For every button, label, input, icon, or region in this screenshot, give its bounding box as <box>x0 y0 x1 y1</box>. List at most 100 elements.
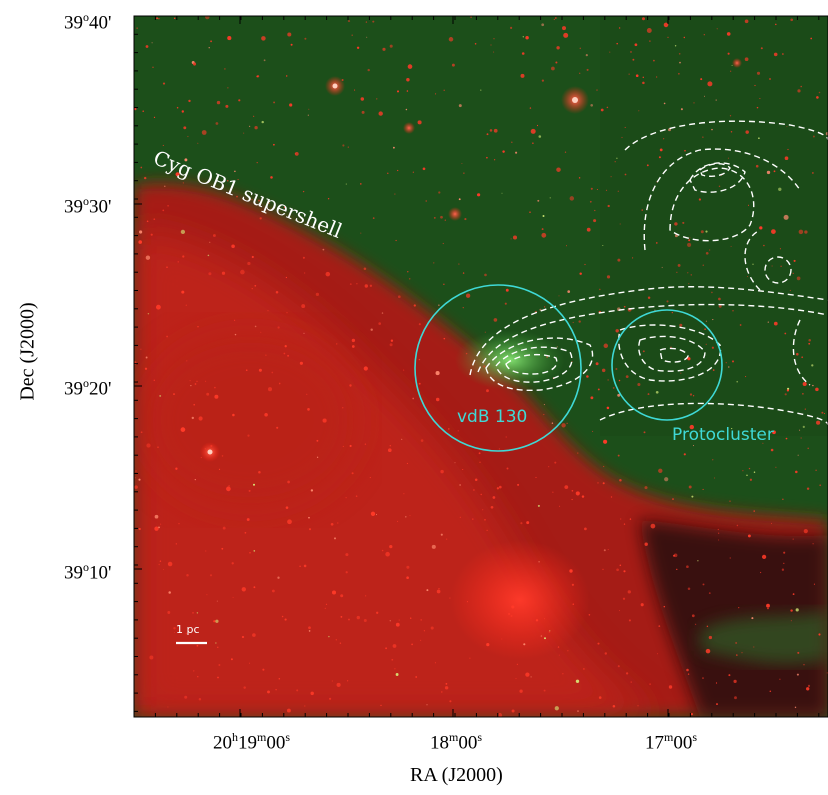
star <box>803 529 808 534</box>
star <box>686 565 689 569</box>
star <box>506 467 509 470</box>
star <box>538 561 540 563</box>
star <box>796 276 801 281</box>
star <box>796 352 799 356</box>
star <box>209 574 213 577</box>
star <box>589 200 592 203</box>
star <box>158 17 160 20</box>
star <box>517 483 520 486</box>
star <box>795 608 799 612</box>
star <box>231 244 235 249</box>
star <box>154 526 159 531</box>
star <box>738 606 740 609</box>
star <box>339 642 342 644</box>
star <box>748 467 751 470</box>
star <box>537 199 540 202</box>
star <box>215 642 217 644</box>
star <box>731 360 735 363</box>
star <box>154 514 159 519</box>
star <box>316 439 319 442</box>
star <box>818 633 821 636</box>
star <box>804 408 806 410</box>
star <box>727 157 729 159</box>
star <box>191 416 194 420</box>
star <box>628 619 631 622</box>
star <box>376 98 378 100</box>
star <box>231 562 234 565</box>
star <box>632 58 635 61</box>
star <box>771 229 776 234</box>
star <box>435 93 437 95</box>
star <box>181 110 184 113</box>
star <box>543 404 545 406</box>
star <box>544 637 546 640</box>
axis-ticks <box>133 15 820 717</box>
star <box>756 106 759 109</box>
star <box>347 20 351 23</box>
star <box>612 705 616 708</box>
star <box>276 426 279 429</box>
star <box>193 670 195 672</box>
star <box>650 523 656 529</box>
star <box>153 379 156 382</box>
star <box>325 271 331 277</box>
star <box>434 662 436 664</box>
star <box>702 136 704 138</box>
star <box>711 346 714 349</box>
scale-bar-label: 1 pc <box>176 623 200 636</box>
star <box>178 522 180 525</box>
star <box>602 482 605 485</box>
star <box>469 657 471 659</box>
star <box>277 326 280 329</box>
star <box>646 28 652 33</box>
star <box>553 18 555 21</box>
star <box>552 491 554 493</box>
star <box>796 673 799 676</box>
star <box>134 361 137 366</box>
star <box>705 251 709 255</box>
star <box>825 131 828 136</box>
star <box>166 335 169 338</box>
star <box>186 574 189 577</box>
star <box>815 469 817 471</box>
star <box>438 304 440 306</box>
star <box>331 590 337 595</box>
star <box>762 442 764 444</box>
star <box>537 504 540 507</box>
star <box>418 323 421 326</box>
star <box>385 551 390 557</box>
star <box>543 689 546 692</box>
star <box>389 445 391 447</box>
star <box>335 343 338 345</box>
star <box>307 114 309 116</box>
star <box>458 263 460 265</box>
star <box>145 255 151 260</box>
star <box>151 42 153 44</box>
star <box>162 82 166 85</box>
star <box>243 686 246 689</box>
y-tick-label-39-40: 39o40' <box>64 10 112 34</box>
star <box>510 615 513 617</box>
star <box>205 16 210 20</box>
star <box>287 32 292 37</box>
star <box>407 271 409 273</box>
star <box>134 477 136 479</box>
star <box>649 40 651 42</box>
star <box>389 343 393 347</box>
star <box>184 158 188 162</box>
star <box>307 408 310 411</box>
star <box>789 289 791 291</box>
star <box>144 367 148 370</box>
star <box>729 557 731 559</box>
star <box>140 348 142 350</box>
star <box>571 361 573 363</box>
star <box>628 73 630 75</box>
star <box>234 319 236 321</box>
star <box>658 625 661 627</box>
star <box>473 489 475 491</box>
star <box>767 321 769 323</box>
star <box>709 249 711 251</box>
star <box>214 386 216 389</box>
star <box>771 265 773 267</box>
star <box>497 712 503 717</box>
